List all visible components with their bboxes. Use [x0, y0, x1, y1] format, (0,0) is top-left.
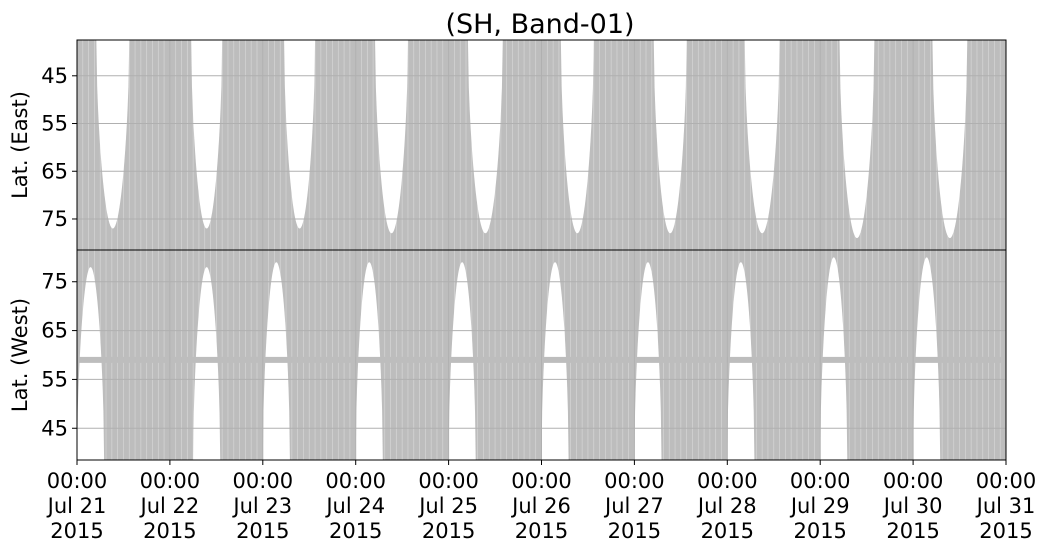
y-tick-label: 65	[41, 159, 68, 183]
y-tick-label: 65	[41, 319, 68, 343]
x-tick-label: 00:00 Jul 22 2015	[139, 469, 201, 543]
y-tick-label: 45	[41, 64, 68, 88]
y-tick-label: 55	[41, 367, 68, 391]
coverage-gap-east-0	[96, 40, 130, 229]
x-axis: 00:00 Jul 21 2015 00:00 Jul 22 2015 00:00 Jul 2…	[46, 460, 1037, 543]
coverage-gap-east-8	[839, 40, 875, 239]
x-tick-label: 00:00 Jul 23 2015	[231, 469, 293, 543]
y-tick-label: 75	[41, 270, 68, 294]
x-tick-label: 00:00 Jul 25 2015	[417, 469, 479, 543]
panel-east: 45 55 65 75 Lat. (East)	[8, 39, 1007, 251]
x-tick-label: 00:00 Jul 21 2015	[46, 469, 108, 543]
y-tick-label: 55	[41, 112, 68, 136]
coverage-gap-east-1	[191, 40, 223, 229]
y-tick-label: 45	[41, 416, 68, 440]
coverage-gap-east-3	[375, 40, 408, 234]
coverage-gap-west-1	[193, 267, 221, 460]
x-tick-label: 00:00 Jul 26 2015	[510, 469, 572, 543]
y-tick-label: 75	[41, 207, 68, 231]
x-tick-label: 00:00 Jul 30 2015	[882, 469, 944, 543]
x-tick-label: 00:00 Jul 31 2015	[975, 469, 1037, 543]
x-tick-label: 00:00 Jul 24 2015	[324, 469, 386, 543]
panel-west-grid	[76, 250, 1007, 460]
y-axis-label-east: Lat. (East)	[8, 91, 32, 199]
coverage-gap-east-9	[932, 40, 968, 239]
panel-west: 45 55 65 75 Lat. (West)	[8, 249, 1007, 461]
y-axis-label-west: Lat. (West)	[8, 298, 32, 412]
x-tick-label: 00:00 Jul 29 2015	[789, 469, 851, 543]
coverage-gap-west-0	[77, 267, 105, 460]
coverage-gap-east-2	[284, 40, 316, 229]
coverage-gap-east-4	[467, 40, 503, 234]
coverage-gap-east-7	[744, 40, 780, 234]
coverage-gap-east-5	[560, 40, 594, 234]
plot-layer: 45 55 65 75 Lat. (East) 45 55 65 75 Lat. (West) 00…	[8, 39, 1037, 543]
panel-east-grid	[76, 40, 1007, 250]
coverage-gap-east-6	[653, 40, 687, 234]
x-tick-label: 00:00 Jul 28 2015	[696, 469, 758, 543]
x-tick-label: 00:00 Jul 27 2015	[603, 469, 665, 543]
chart-title: (SH, Band-01)	[445, 9, 634, 40]
